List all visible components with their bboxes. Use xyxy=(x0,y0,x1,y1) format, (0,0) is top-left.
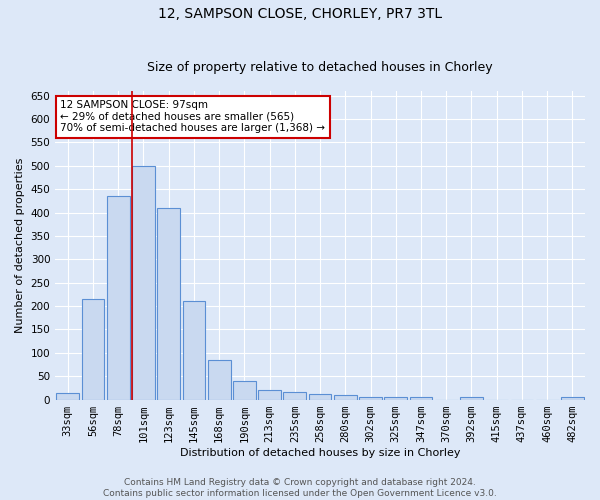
Bar xyxy=(460,397,483,400)
Text: Contains HM Land Registry data © Crown copyright and database right 2024.
Contai: Contains HM Land Registry data © Crown c… xyxy=(103,478,497,498)
Bar xyxy=(82,299,104,400)
Bar xyxy=(283,392,306,400)
Text: 12, SAMPSON CLOSE, CHORLEY, PR7 3TL: 12, SAMPSON CLOSE, CHORLEY, PR7 3TL xyxy=(158,8,442,22)
Bar xyxy=(157,208,180,400)
Bar xyxy=(410,397,433,400)
Bar xyxy=(561,397,584,400)
Bar xyxy=(359,397,382,400)
Title: Size of property relative to detached houses in Chorley: Size of property relative to detached ho… xyxy=(147,62,493,74)
Bar xyxy=(334,395,356,400)
Bar xyxy=(258,390,281,400)
Bar xyxy=(385,397,407,400)
Bar xyxy=(132,166,155,400)
Text: 12 SAMPSON CLOSE: 97sqm
← 29% of detached houses are smaller (565)
70% of semi-d: 12 SAMPSON CLOSE: 97sqm ← 29% of detache… xyxy=(61,100,325,134)
Bar xyxy=(107,196,130,400)
Bar xyxy=(182,302,205,400)
Bar xyxy=(233,381,256,400)
Bar xyxy=(208,360,230,400)
Bar xyxy=(56,392,79,400)
X-axis label: Distribution of detached houses by size in Chorley: Distribution of detached houses by size … xyxy=(180,448,460,458)
Bar xyxy=(309,394,331,400)
Y-axis label: Number of detached properties: Number of detached properties xyxy=(15,158,25,333)
